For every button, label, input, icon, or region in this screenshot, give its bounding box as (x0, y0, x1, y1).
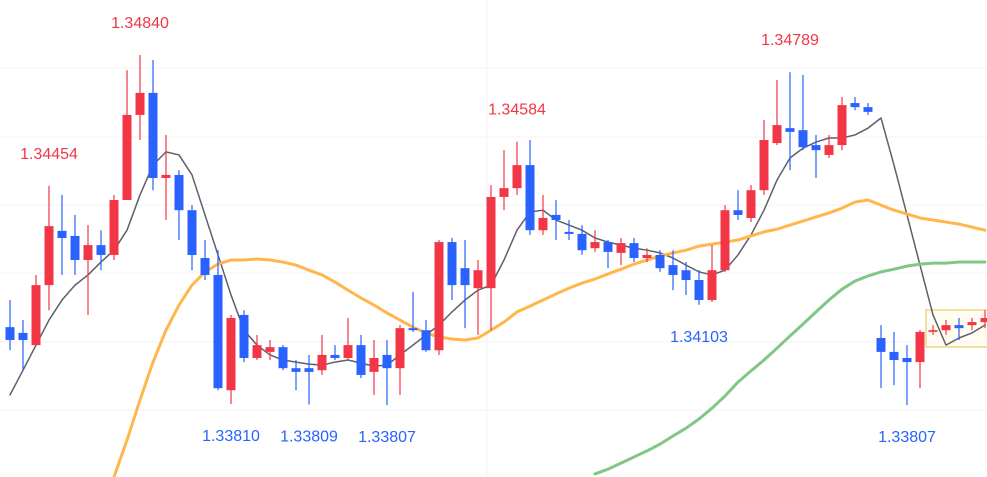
candle-body (603, 242, 613, 252)
price-annotation: 1.33807 (878, 429, 936, 446)
price-annotation: 1.34103 (670, 329, 728, 346)
moving-average-line (112, 198, 987, 477)
candle-body (330, 354, 340, 359)
candle-body (642, 254, 652, 258)
candle-body (70, 235, 80, 261)
candle-body (291, 368, 301, 372)
candle-body (564, 231, 574, 234)
candle-body (837, 105, 847, 146)
candle-body (473, 270, 483, 289)
candle-body (512, 165, 522, 189)
candle-body (772, 125, 782, 144)
candle-body (265, 347, 275, 352)
candle-body (395, 328, 405, 369)
candle-body (109, 200, 119, 255)
candle-body (135, 92, 145, 115)
candle-body (187, 210, 197, 255)
candle-body (928, 330, 938, 332)
highlight-box (925, 309, 987, 348)
candle-body (707, 270, 717, 301)
candle-body (96, 245, 106, 255)
candle-body (239, 314, 249, 359)
candle-body (967, 322, 977, 326)
candle-body (824, 145, 834, 155)
candle-body (434, 242, 444, 351)
candle-body (486, 196, 496, 289)
candle-body (655, 254, 665, 269)
candle-body (876, 338, 886, 352)
candle-body (57, 230, 67, 238)
price-annotation: 1.34789 (761, 32, 819, 49)
candle-body (551, 214, 561, 221)
candle-body (915, 331, 925, 363)
candle-body (148, 92, 158, 178)
candle-body (161, 174, 171, 178)
candle-body (746, 190, 756, 218)
candle-body (382, 354, 392, 369)
candle-body (317, 354, 327, 371)
candle-body (369, 358, 379, 372)
candle-body (83, 245, 93, 261)
candle-body (759, 140, 769, 191)
candle-body (577, 233, 587, 251)
candle-body (980, 318, 987, 323)
candle-body (720, 210, 730, 271)
candle-body (954, 325, 964, 329)
candle-body (226, 318, 236, 391)
moving-average-line (9, 117, 986, 396)
candle-body (850, 103, 860, 108)
candle-body (44, 226, 54, 286)
moving-averages (9, 117, 987, 477)
candle-body (213, 274, 223, 389)
candle-body (122, 114, 132, 201)
price-annotation: 1.33810 (202, 428, 260, 445)
candle-body (798, 130, 808, 148)
candle-body (590, 242, 600, 249)
candle-body (668, 265, 678, 275)
annotations: 1.34840 1.34454 1.34584 1.34789 1.33810 1.338… (20, 15, 936, 446)
candle-body (694, 280, 704, 301)
candle-body (460, 268, 470, 286)
candle-body (863, 107, 873, 112)
candle-body (902, 358, 912, 363)
candle-body (174, 174, 184, 211)
candle-body (5, 327, 15, 341)
candle-body (447, 242, 457, 286)
candle-body (18, 332, 28, 341)
candle-body (200, 257, 210, 275)
candle-body (252, 345, 262, 359)
candle-body (356, 345, 366, 375)
candle-body (681, 270, 691, 281)
candle-body (941, 325, 951, 331)
candle-body (421, 330, 431, 351)
moving-average-line (593, 260, 987, 476)
candle-body (629, 243, 639, 258)
price-annotation: 1.33807 (358, 429, 416, 446)
candle-body (343, 345, 353, 359)
candle-body (733, 210, 743, 215)
price-annotation: 1.34454 (20, 146, 78, 163)
candle-body (889, 351, 899, 361)
price-annotation: 1.33809 (280, 428, 338, 445)
candle-body (408, 328, 418, 331)
candle-body (538, 217, 548, 231)
candle-body (499, 188, 509, 197)
candles (5, 54, 987, 406)
candle-body (304, 368, 314, 372)
candle-body (785, 128, 795, 132)
candle-body (31, 285, 41, 346)
candle-body (278, 347, 288, 369)
candle-body (811, 145, 821, 151)
price-annotation: 1.34584 (488, 102, 546, 119)
candle-body (525, 165, 535, 231)
candle-body (616, 243, 626, 253)
price-annotation: 1.34840 (111, 15, 169, 32)
